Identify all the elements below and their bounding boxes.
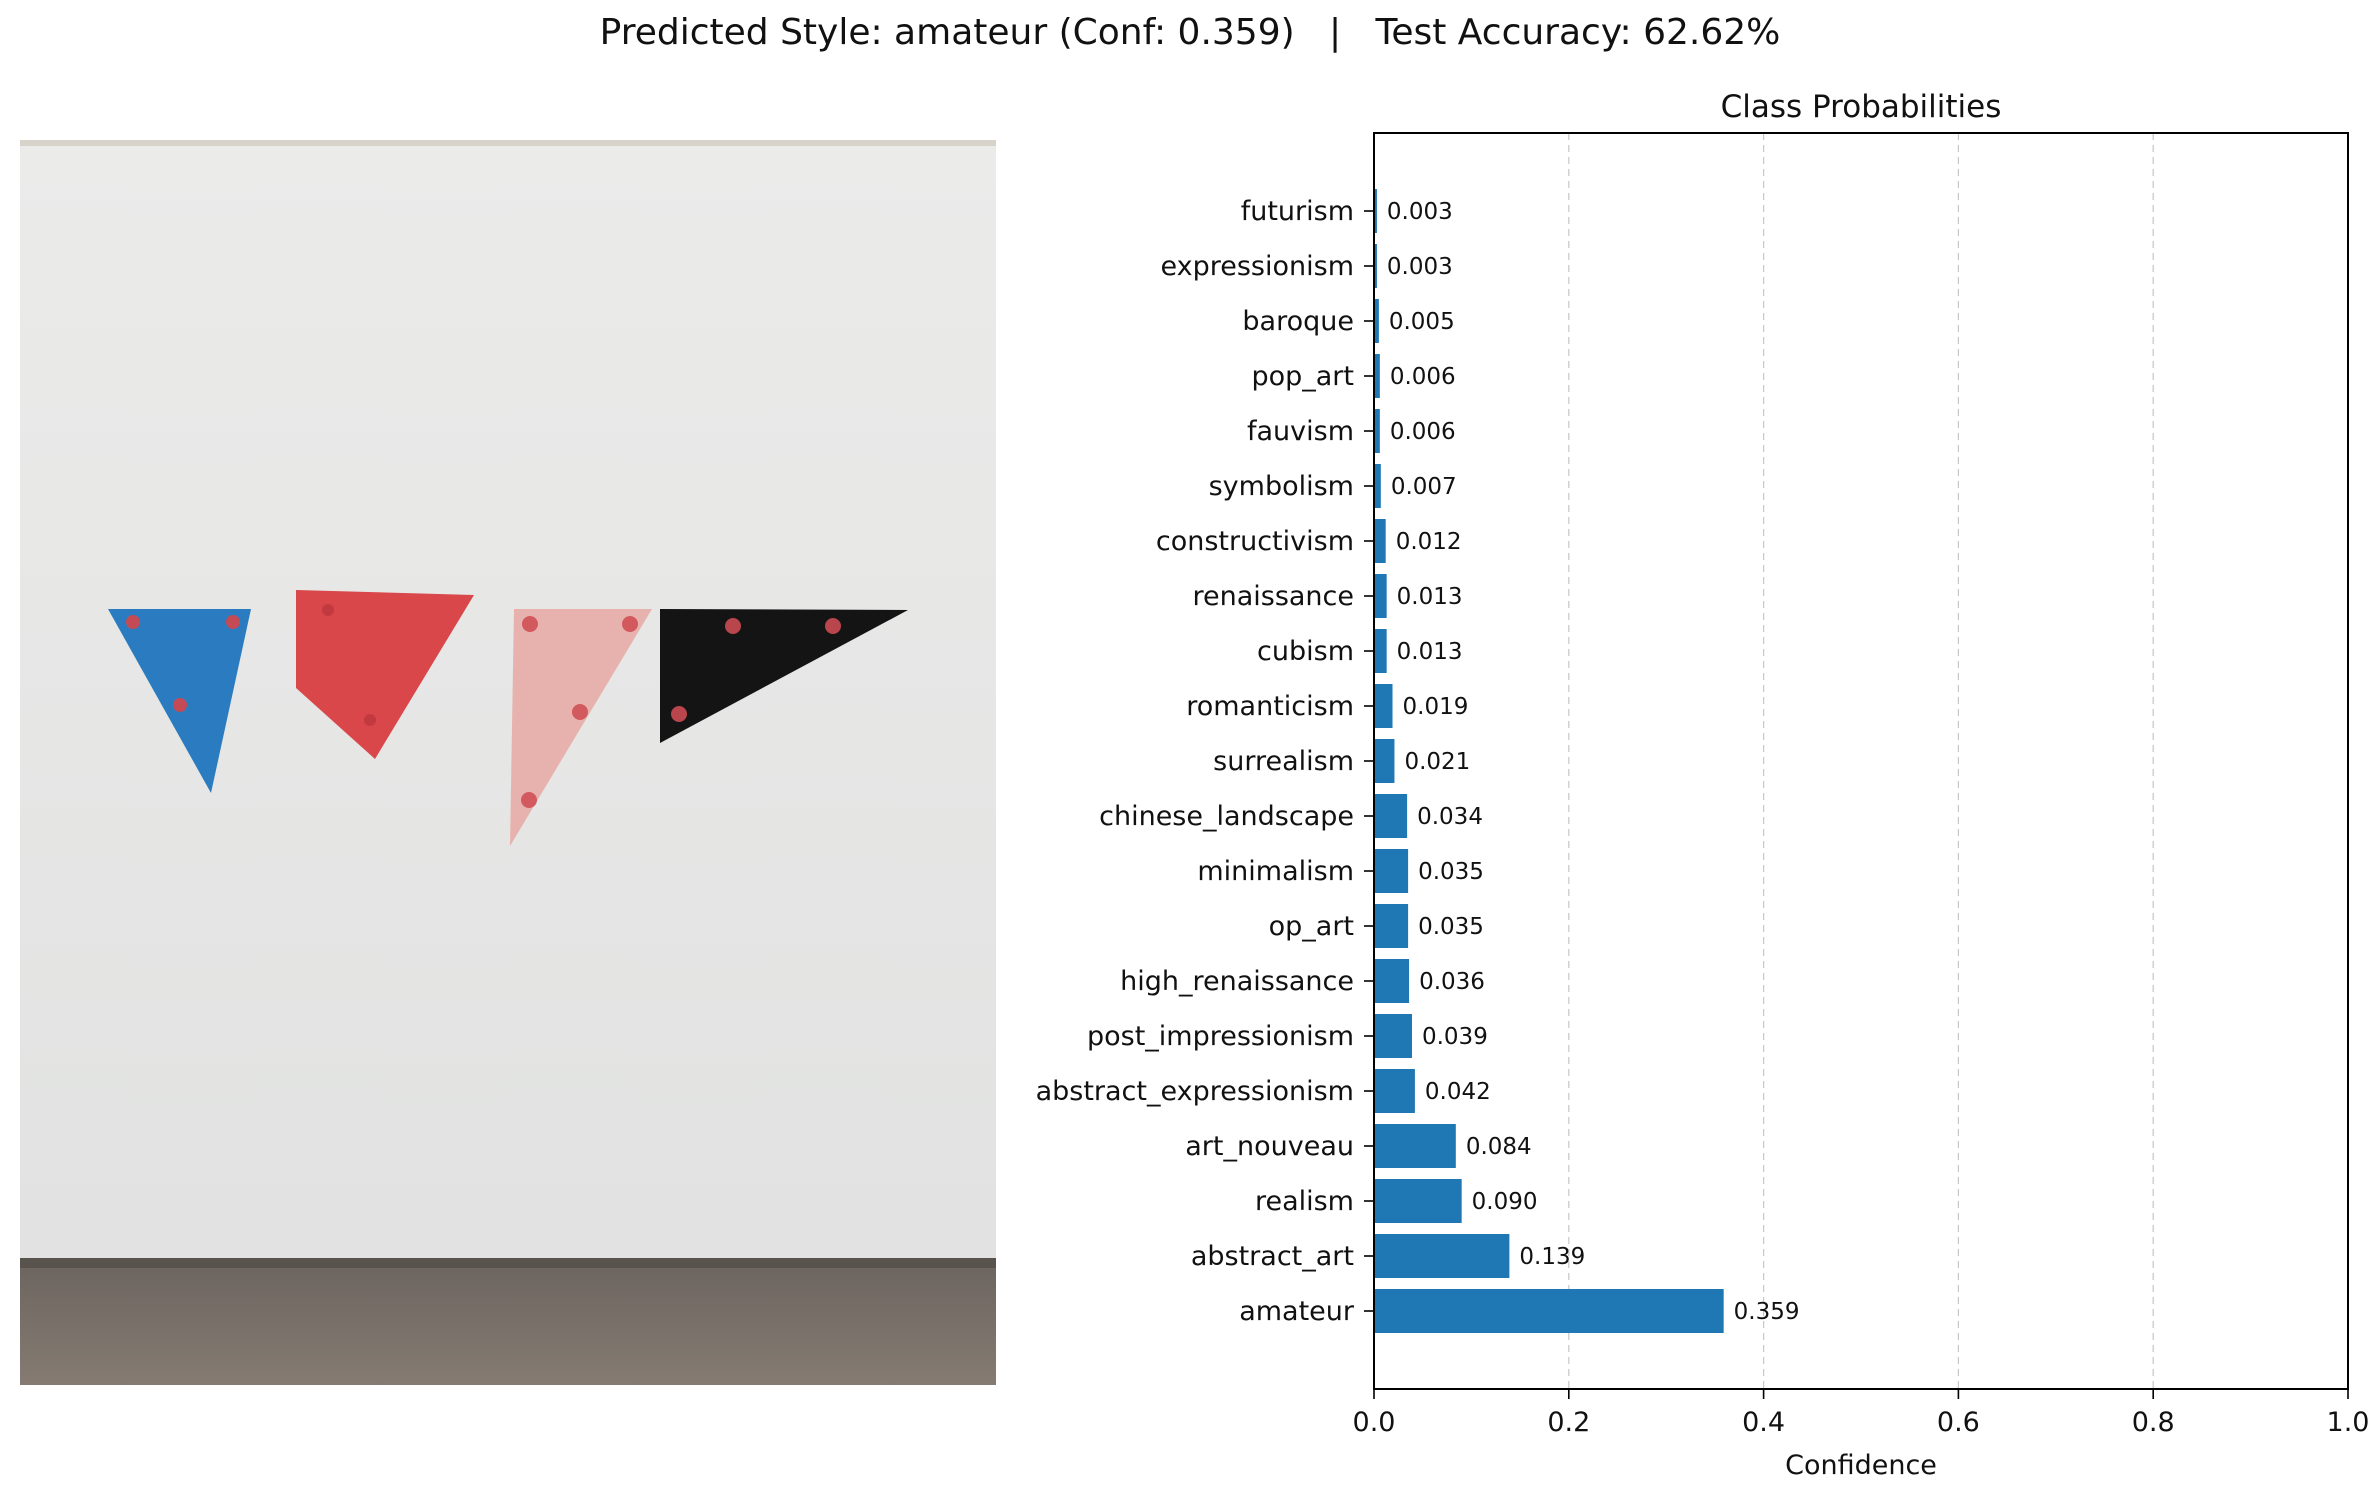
y-tick-label: renaissance: [1192, 581, 1354, 612]
x-ticks: 0.0 0.2 0.4 0.6 0.8 1.0: [1353, 1389, 2370, 1438]
y-tick-label: fauvism: [1247, 416, 1354, 447]
y-tick-label: futurism: [1241, 196, 1354, 227]
bar-expressionism: [1374, 244, 1377, 288]
y-tick-label: surrealism: [1213, 746, 1354, 777]
blue-triangle: [108, 609, 251, 793]
x-tick-label: 0.2: [1547, 1407, 1590, 1438]
pink-triangle: [510, 609, 652, 846]
value-label: 0.013: [1397, 639, 1463, 665]
bar-constructivism: [1374, 519, 1386, 563]
y-tick-label: constructivism: [1156, 526, 1354, 557]
artwork-image: [20, 140, 996, 1385]
x-tick-label: 0.8: [2132, 1407, 2175, 1438]
y-tick-label: art_nouveau: [1185, 1131, 1354, 1162]
bar-art_nouveau: [1374, 1124, 1456, 1168]
bar-amateur: [1374, 1289, 1724, 1333]
floor: [20, 1268, 996, 1385]
y-tick-label: romanticism: [1186, 691, 1354, 722]
y-tick-label: realism: [1255, 1186, 1354, 1217]
value-label: 0.139: [1519, 1244, 1585, 1270]
wall-top-edge: [20, 140, 996, 146]
value-label: 0.034: [1417, 804, 1483, 830]
y-tick-labels: amateur abstract_art realism art_nouveau abs…: [1036, 196, 1374, 1327]
value-label: 0.090: [1472, 1189, 1538, 1215]
y-tick-label: abstract_art: [1191, 1241, 1354, 1272]
value-label: 0.042: [1425, 1079, 1491, 1105]
bar-post_impressionism: [1374, 1014, 1412, 1058]
y-tick-label: abstract_expressionism: [1036, 1076, 1354, 1107]
value-label: 0.021: [1404, 749, 1470, 775]
bar-renaissance: [1374, 574, 1387, 618]
x-axis-label: Confidence: [1785, 1450, 1937, 1481]
bar-op_art: [1374, 904, 1409, 948]
y-tick-label: post_impressionism: [1087, 1021, 1354, 1052]
y-tick-label: baroque: [1242, 306, 1354, 337]
value-label: 0.012: [1396, 529, 1462, 555]
value-label: 0.013: [1397, 584, 1463, 610]
value-label: 0.039: [1422, 1024, 1488, 1050]
figure-suptitle: Predicted Style: amateur (Conf: 0.359) |…: [599, 12, 1781, 53]
bar-fauvism: [1374, 409, 1380, 453]
x-tick-label: 1.0: [2327, 1407, 2370, 1438]
bar-realism: [1374, 1179, 1462, 1223]
value-label: 0.035: [1418, 859, 1484, 885]
value-labels: 0.359 0.139 0.090 0.084 0.042 0.039 0.036 0.035…: [1387, 199, 1800, 1325]
x-tick-label: 0.6: [1937, 1407, 1980, 1438]
x-tick-label: 0.4: [1742, 1407, 1785, 1438]
y-tick-label: op_art: [1269, 911, 1354, 942]
gridlines: [1568, 133, 2154, 1389]
bar-romanticism: [1374, 684, 1393, 728]
value-label: 0.006: [1390, 419, 1456, 445]
value-label: 0.036: [1419, 969, 1485, 995]
y-tick-label: expressionism: [1160, 251, 1354, 282]
value-label: 0.003: [1387, 254, 1453, 280]
bar-abstract_art: [1374, 1234, 1510, 1278]
bar-minimalism: [1374, 849, 1409, 893]
bar-pop_art: [1374, 354, 1380, 398]
bar-chinese_landscape: [1374, 794, 1408, 838]
bar-baroque: [1374, 299, 1379, 343]
value-label: 0.035: [1418, 914, 1484, 940]
bar-symbolism: [1374, 464, 1381, 508]
y-tick-label: chinese_landscape: [1099, 801, 1354, 832]
y-tick-label: pop_art: [1251, 361, 1354, 392]
chart-title: Class Probabilities: [1721, 89, 2002, 125]
red-triangle: [296, 590, 474, 759]
value-label: 0.084: [1466, 1134, 1532, 1160]
bar-abstract_expressionism: [1374, 1069, 1415, 1113]
bar-surrealism: [1374, 739, 1395, 783]
value-label: 0.006: [1390, 364, 1456, 390]
value-label: 0.019: [1403, 694, 1469, 720]
y-tick-label: minimalism: [1197, 856, 1354, 887]
value-label: 0.007: [1391, 474, 1457, 500]
value-label: 0.359: [1734, 1299, 1800, 1325]
y-tick-label: high_renaissance: [1120, 966, 1354, 997]
bar-high_renaissance: [1374, 959, 1410, 1003]
plot-frame: [1373, 132, 2349, 1390]
baseboard: [20, 1258, 996, 1268]
bars: [1374, 189, 1724, 1333]
x-tick-label: 0.0: [1353, 1407, 1396, 1438]
value-label: 0.003: [1387, 199, 1453, 225]
value-label: 0.005: [1389, 309, 1455, 335]
bar-futurism: [1374, 189, 1377, 233]
black-triangle: [660, 609, 908, 743]
bar-cubism: [1374, 629, 1387, 673]
y-tick-label: amateur: [1239, 1296, 1355, 1327]
y-tick-label: symbolism: [1209, 471, 1354, 502]
y-tick-label: cubism: [1257, 636, 1354, 667]
